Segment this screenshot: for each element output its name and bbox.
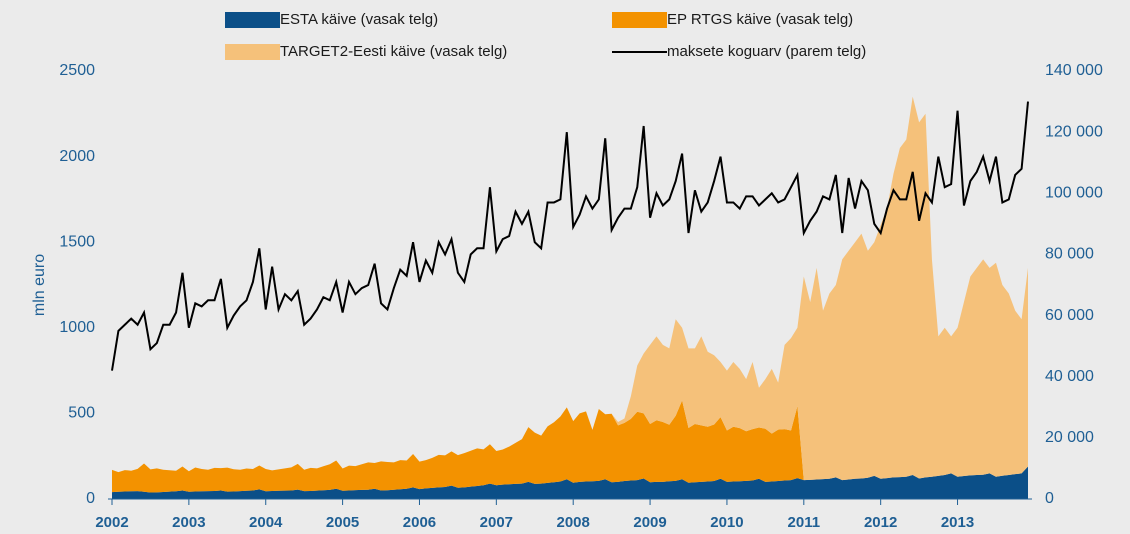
y-tick-label: 0 bbox=[86, 490, 95, 507]
y2-tick-label: 60 000 bbox=[1045, 307, 1094, 324]
x-tick-label: 2007 bbox=[480, 514, 513, 531]
y-tick-label: 2500 bbox=[59, 62, 95, 79]
y-tick-label: 1500 bbox=[59, 233, 95, 250]
legend-label: ESTA käive (vasak telg) bbox=[280, 11, 438, 28]
area bbox=[112, 400, 1028, 493]
y2-tick-label: 140 000 bbox=[1045, 62, 1103, 79]
x-tick-label: 2009 bbox=[633, 514, 666, 531]
legend-label: maksete koguarv (parem telg) bbox=[667, 43, 866, 60]
y2-tick-label: 80 000 bbox=[1045, 246, 1094, 263]
y2-tick-label: 120 000 bbox=[1045, 123, 1103, 140]
line bbox=[111, 101, 1029, 371]
x-tick-label: 2005 bbox=[326, 514, 359, 531]
legend-swatch bbox=[225, 12, 280, 28]
y-tick-label: 500 bbox=[68, 405, 95, 422]
legend-swatch bbox=[612, 12, 667, 28]
y-axis-label: mln euro bbox=[31, 254, 48, 316]
x-tick-label: 2013 bbox=[941, 514, 974, 531]
y2-tick-label: 20 000 bbox=[1045, 429, 1094, 446]
y-tick-label: 1000 bbox=[59, 319, 95, 336]
legend-label: EP RTGS käive (vasak telg) bbox=[667, 11, 853, 28]
x-tick-label: 2008 bbox=[557, 514, 590, 531]
x-tick-label: 2011 bbox=[788, 514, 821, 531]
x-tick-label: 2012 bbox=[864, 514, 897, 531]
x-tick-label: 2003 bbox=[172, 514, 205, 531]
legend-label: TARGET2-Eesti käive (vasak telg) bbox=[280, 43, 507, 60]
area bbox=[112, 96, 1028, 481]
x-tick-label: 2006 bbox=[403, 514, 436, 531]
legend-swatch bbox=[225, 44, 280, 60]
y2-tick-label: 100 000 bbox=[1045, 185, 1103, 202]
y2-tick-label: 0 bbox=[1045, 490, 1054, 507]
x-tick-label: 2002 bbox=[95, 514, 128, 531]
x-tick-label: 2010 bbox=[710, 514, 743, 531]
x-tick-label: 2004 bbox=[249, 514, 283, 531]
y-tick-label: 2000 bbox=[59, 148, 95, 165]
y2-tick-label: 40 000 bbox=[1045, 368, 1094, 385]
area bbox=[112, 466, 1028, 499]
